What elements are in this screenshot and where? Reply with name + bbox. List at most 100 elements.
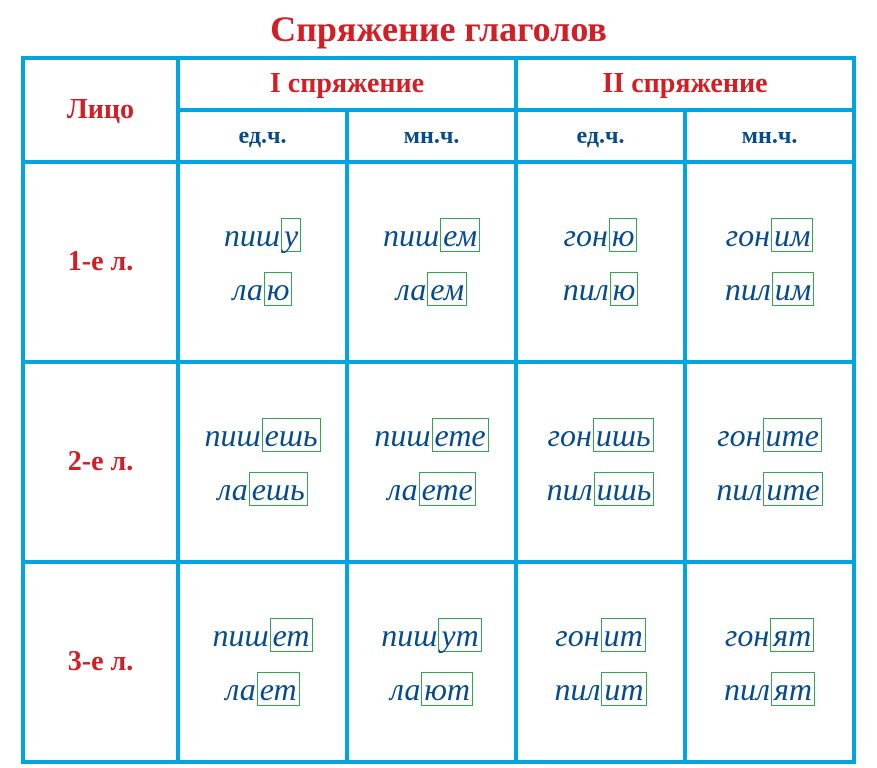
verb-ending: ете [419,472,476,506]
verb-stem: гон [725,619,769,651]
table-cell: гонитепилите [687,364,852,560]
table-cell: пишетлает [180,564,349,760]
verb-word: гоните [695,418,844,452]
verb-ending: ет [257,672,300,706]
verb-word: лаю [188,272,337,306]
header-lico: Лицо [25,60,180,160]
verb-ending: ишь [594,472,655,506]
verb-word: пилишь [526,472,675,506]
table-row: 3-е л.пишетлаетпишутлаютгонитпилитгонятп… [25,560,852,760]
verb-stem: пил [716,473,762,505]
verb-stem: пиш [212,619,268,651]
verb-ending: ишь [593,418,654,452]
verb-stem: пил [724,673,770,705]
table-cell: гонимпилим [687,164,852,360]
verb-stem: пил [554,673,600,705]
verb-ending: ем [427,272,467,306]
table-header: Лицо I спряжение ед.ч. мн.ч. II спряжени… [25,60,852,160]
verb-word: пишете [357,418,506,452]
header-conj2-sg: ед.ч. [518,112,687,160]
verb-stem: пиш [204,419,260,451]
page-title: Спряжение глаголов [270,8,607,50]
verb-word: гонишь [526,418,675,452]
verb-ending: ем [440,218,480,252]
table-cell: пишут лают [349,564,518,760]
header-conj2: II спряжение ед.ч. мн.ч. [518,60,852,160]
table-cell: пишемлаем [349,164,518,360]
header-conj2-sub: ед.ч. мн.ч. [518,112,852,160]
table-cell: гонюпилю [518,164,687,360]
header-conj1-pl: мн.ч. [349,112,514,160]
verb-stem: гон [547,419,591,451]
verb-word: пилим [695,272,844,306]
row-label: 1-е л. [25,164,180,360]
verb-word: лаете [357,472,506,506]
table-row: 2-е л.пишешьлаешьпишетелаетегонишьпилишь… [25,360,852,560]
verb-stem: пиш [374,419,430,451]
verb-word: пишет [188,618,337,652]
table-cell: гонятпилят [687,564,852,760]
verb-word: лает [188,672,337,706]
row-label: 2-е л. [25,364,180,560]
table-row: 1-е л.пишулаюпишемлаемгонюпилюгонимпилим [25,160,852,360]
verb-word: пилите [695,472,844,506]
verb-ending: ят [770,618,814,652]
verb-word: пилят [695,672,844,706]
verb-word: пишут [357,618,506,652]
table-body: 1-е л.пишулаюпишемлаемгонюпилюгонимпилим… [25,160,852,760]
verb-ending: ю [609,218,638,252]
verb-ending: им [772,272,814,306]
verb-stem: ла [217,473,247,505]
verb-word: пишем [357,218,506,252]
verb-stem: пил [547,473,593,505]
verb-word: лаешь [188,472,337,506]
verb-word: пишешь [188,418,337,452]
verb-ending: ят [771,672,815,706]
table-cell: гонитпилит [518,564,687,760]
row-label: 3-е л. [25,564,180,760]
verb-stem: пиш [224,219,280,251]
verb-ending: ут [438,618,481,652]
verb-stem: гон [717,419,761,451]
verb-ending: у [281,218,301,252]
verb-stem: ла [225,673,255,705]
verb-stem: пил [563,273,609,305]
header-conj1-sub: ед.ч. мн.ч. [180,112,514,160]
verb-word: гоним [695,218,844,252]
verb-ending: ют [421,672,473,706]
verb-ending: ешь [249,472,308,506]
verb-stem: гон [564,219,608,251]
header-conj2-title: II спряжение [518,60,852,112]
header-conj1-title: I спряжение [180,60,514,112]
verb-ending: ит [601,618,646,652]
table-cell: пишешьлаешь [180,364,349,560]
verb-stem: ла [233,273,263,305]
verb-ending: им [771,218,813,252]
header-conj1-sg: ед.ч. [180,112,349,160]
verb-stem: пиш [381,619,437,651]
table-cell: гонишьпилишь [518,364,687,560]
verb-stem: пиш [383,219,439,251]
verb-ending: ешь [262,418,321,452]
verb-word: лают [357,672,506,706]
table-cell: пишетелаете [349,364,518,560]
verb-word: лаем [357,272,506,306]
verb-word: гонят [695,618,844,652]
table-cell: пишулаю [180,164,349,360]
verb-stem: ла [387,473,417,505]
verb-stem: гон [726,219,770,251]
verb-ending: ет [270,618,313,652]
header-conj2-pl: мн.ч. [687,112,852,160]
verb-ending: ю [610,272,639,306]
verb-word: пилит [526,672,675,706]
verb-ending: ете [432,418,489,452]
verb-ending: ю [264,272,293,306]
verb-ending: ите [763,472,822,506]
verb-word: гонит [526,618,675,652]
verb-ending: ите [763,418,822,452]
verb-ending: ит [601,672,646,706]
conjugation-table: Лицо I спряжение ед.ч. мн.ч. II спряжени… [21,56,856,764]
verb-word: пилю [526,272,675,306]
verb-stem: ла [396,273,426,305]
verb-stem: гон [555,619,599,651]
